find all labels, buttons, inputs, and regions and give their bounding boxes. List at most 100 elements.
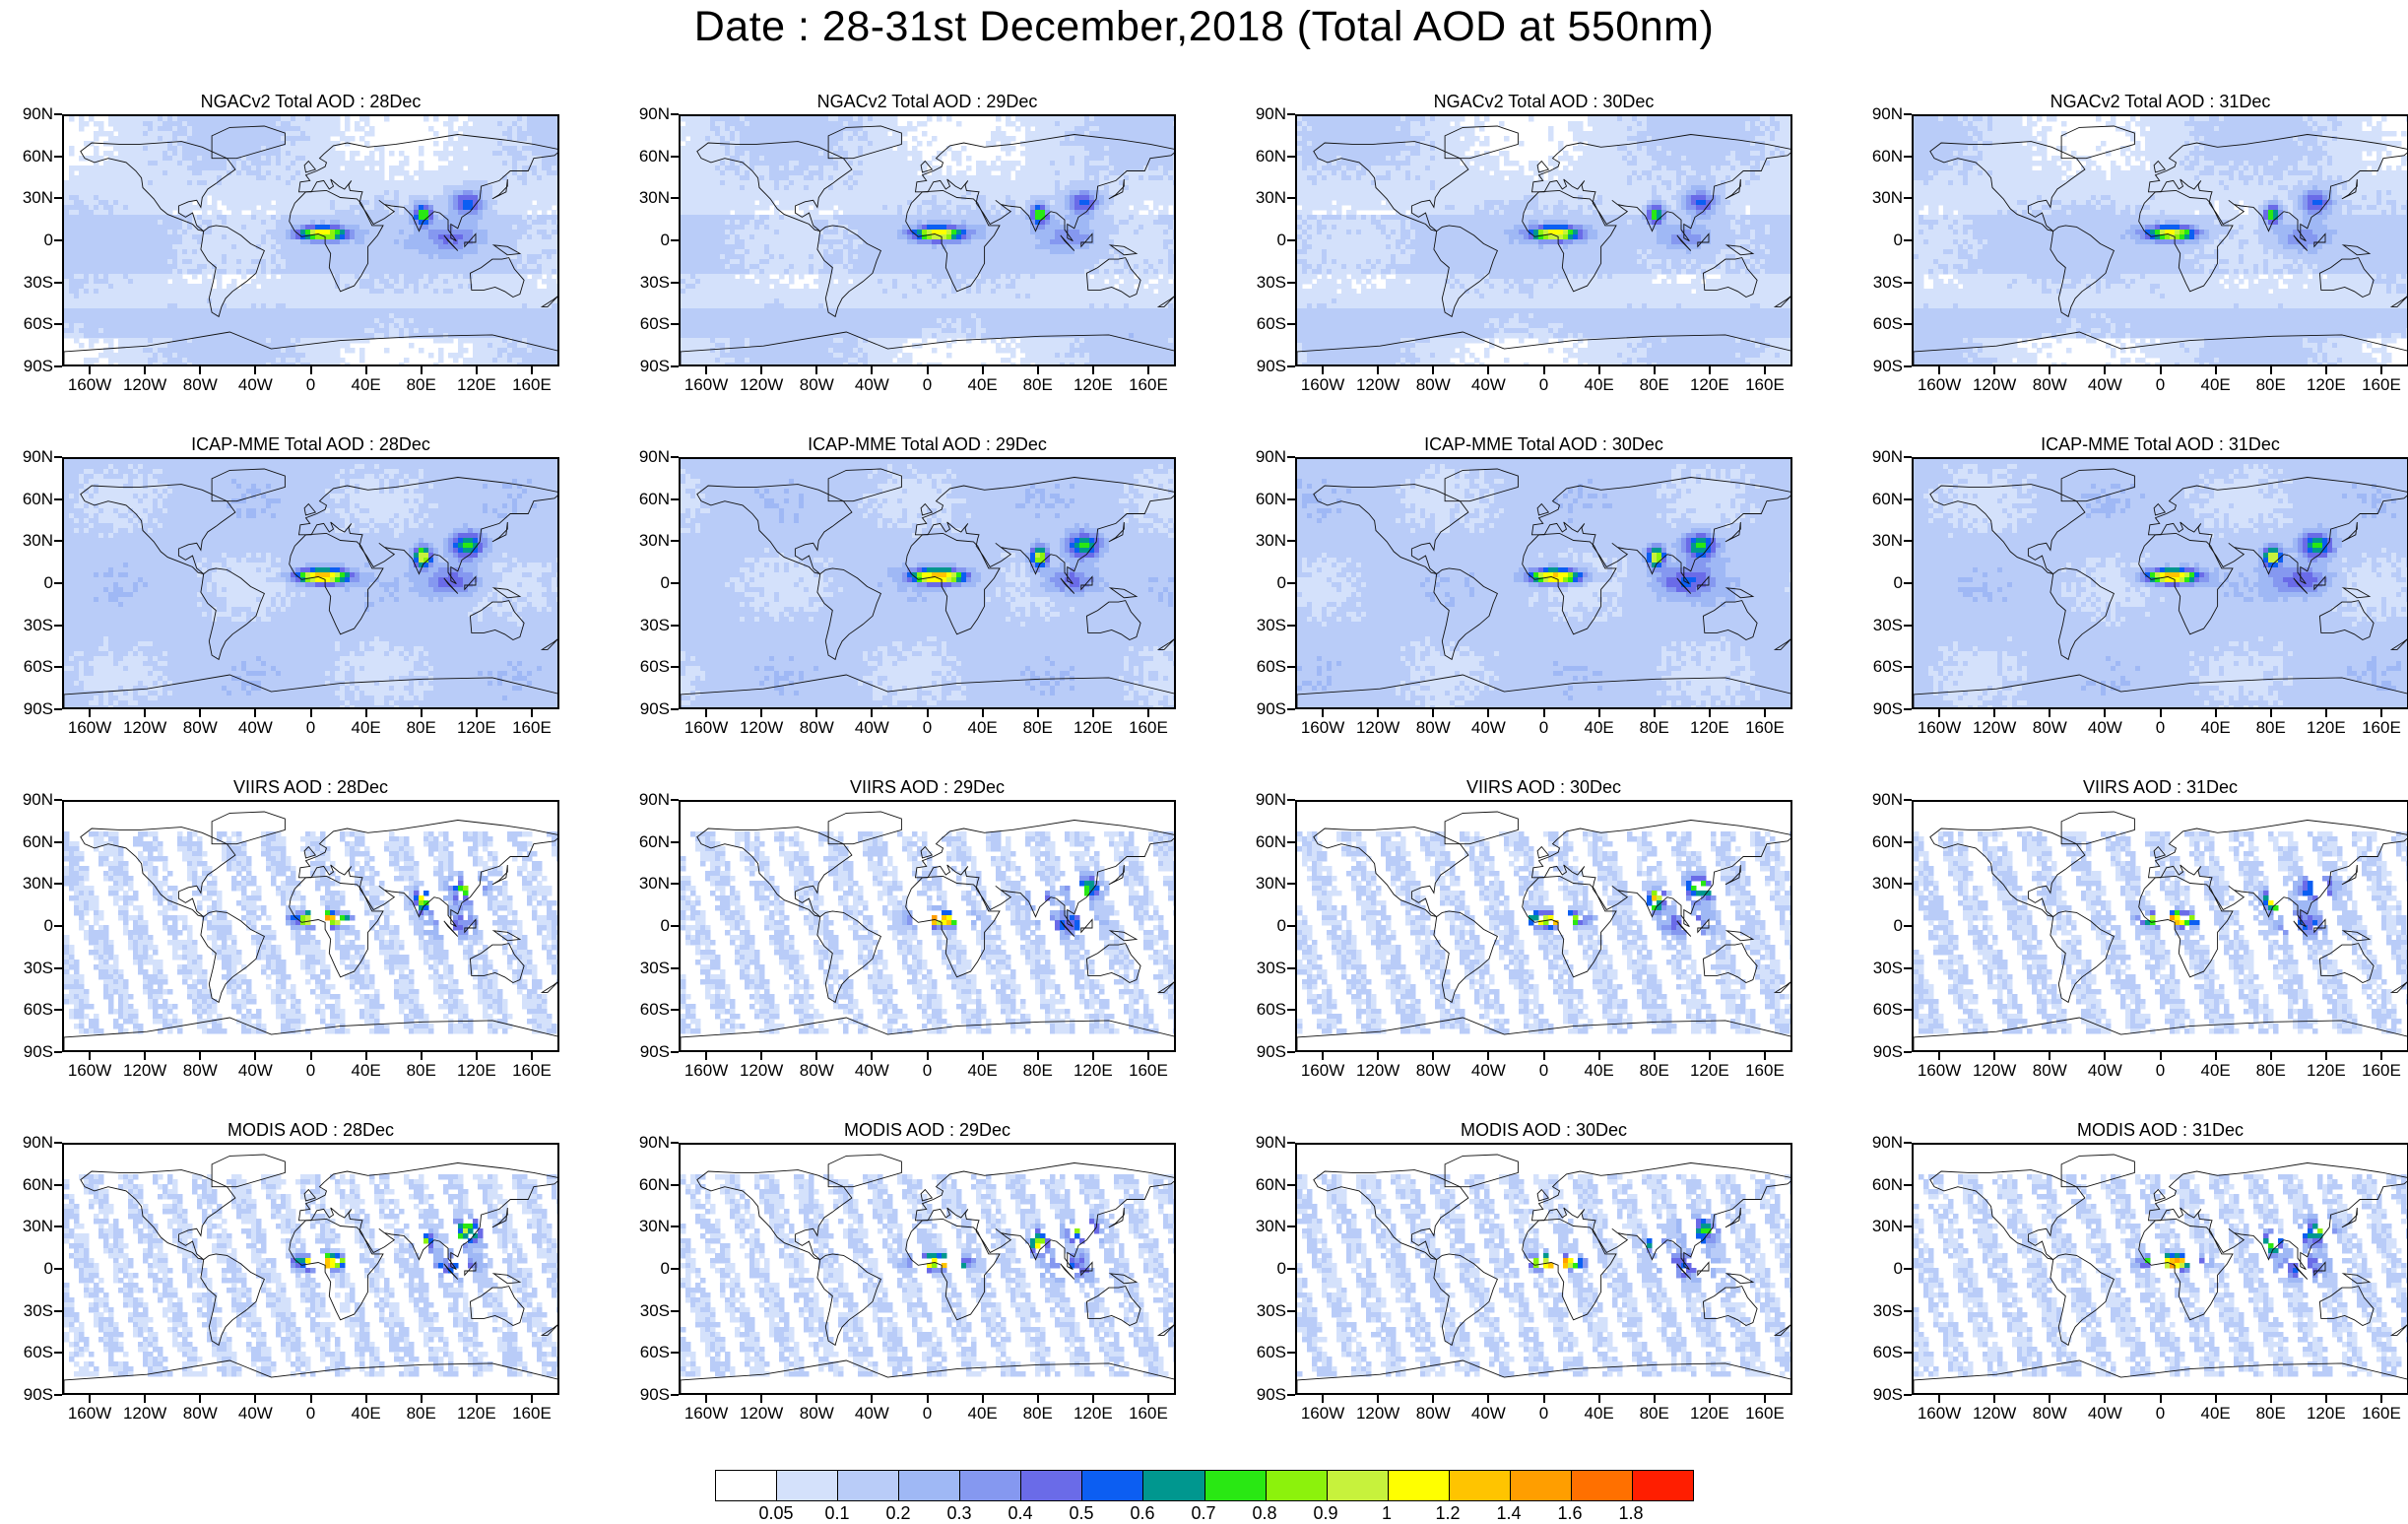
longitude-label: 40W <box>2075 719 2134 737</box>
longitude-tick <box>1993 709 1995 717</box>
longitude-label: 80E <box>1009 376 1068 394</box>
longitude-tick <box>2215 366 2217 374</box>
longitude-tick <box>1764 1052 1766 1060</box>
longitude-tick <box>1598 1052 1600 1060</box>
latitude-label: 60S <box>8 1344 53 1361</box>
longitude-label: 160E <box>502 1062 561 1080</box>
latitude-label: 30S <box>1241 1302 1286 1320</box>
longitude-label: 40W <box>226 719 285 737</box>
latitude-label: 60S <box>1857 658 1903 676</box>
latitude-label: 90S <box>1241 1386 1286 1404</box>
longitude-tick <box>1764 1395 1766 1403</box>
longitude-label: 160W <box>677 1062 736 1080</box>
longitude-label: 160W <box>60 719 119 737</box>
latitude-tick <box>1287 625 1295 627</box>
latitude-label: 30S <box>624 617 670 634</box>
longitude-tick <box>1938 366 1940 374</box>
latitude-tick <box>1904 1184 1912 1186</box>
longitude-tick <box>1487 1052 1489 1060</box>
longitude-label: 40E <box>953 1062 1012 1080</box>
longitude-tick <box>705 709 707 717</box>
longitude-tick <box>2049 1395 2050 1403</box>
longitude-label: 80E <box>392 719 451 737</box>
latitude-label: 30S <box>1857 274 1903 292</box>
longitude-tick <box>254 709 256 717</box>
longitude-label: 120E <box>2297 1062 2356 1080</box>
latitude-tick <box>54 1310 62 1312</box>
longitude-tick <box>1709 1052 1711 1060</box>
latitude-label: 30N <box>8 189 53 207</box>
longitude-label: 80E <box>1009 1062 1068 1080</box>
latitude-tick <box>1287 323 1295 325</box>
longitude-tick <box>2160 1395 2162 1403</box>
longitude-label: 40E <box>1570 1062 1629 1080</box>
longitude-tick <box>1543 1395 1545 1403</box>
longitude-label: 160E <box>1735 376 1794 394</box>
latitude-tick <box>1904 925 1912 927</box>
longitude-label: 0 <box>1515 376 1574 394</box>
longitude-tick <box>1037 1395 1039 1403</box>
longitude-label: 40E <box>1570 1405 1629 1423</box>
longitude-tick <box>531 709 533 717</box>
latitude-tick <box>1287 666 1295 668</box>
latitude-tick <box>1287 1226 1295 1227</box>
longitude-tick <box>1432 709 1434 717</box>
latitude-label: 60S <box>1857 1344 1903 1361</box>
latitude-tick <box>671 197 679 199</box>
latitude-tick <box>1287 883 1295 885</box>
longitude-label: 40W <box>1459 719 1518 737</box>
aod-field <box>1297 1174 1792 1377</box>
aod-colorbar <box>715 1470 1694 1501</box>
latitude-tick <box>54 1184 62 1186</box>
longitude-tick <box>476 366 478 374</box>
longitude-tick <box>1092 1052 1094 1060</box>
latitude-label: 30S <box>1241 274 1286 292</box>
longitude-tick <box>1377 709 1379 717</box>
latitude-label: 60N <box>8 148 53 166</box>
longitude-label: 120W <box>115 719 174 737</box>
aod-field <box>1914 116 2408 366</box>
longitude-label: 80W <box>170 719 229 737</box>
latitude-tick <box>671 1142 679 1144</box>
longitude-tick <box>89 1052 91 1060</box>
latitude-tick <box>1904 1009 1912 1011</box>
longitude-tick <box>144 1052 146 1060</box>
longitude-label: 120W <box>115 376 174 394</box>
latitude-tick <box>54 323 62 325</box>
longitude-tick <box>2049 366 2050 374</box>
longitude-label: 80E <box>2242 376 2301 394</box>
colorbar-label: 0.9 <box>1296 1504 1355 1522</box>
latitude-label: 90N <box>1241 791 1286 809</box>
longitude-tick <box>927 709 929 717</box>
longitude-tick <box>2380 1395 2382 1403</box>
latitude-tick <box>1904 883 1912 885</box>
latitude-tick <box>1287 1394 1295 1396</box>
longitude-label: 80E <box>1625 1405 1684 1423</box>
longitude-label: 120W <box>732 1405 791 1423</box>
longitude-tick <box>705 1052 707 1060</box>
longitude-tick <box>927 366 929 374</box>
world-map <box>679 1143 1176 1395</box>
longitude-tick <box>1654 366 1656 374</box>
latitude-label: 90N <box>624 1134 670 1152</box>
latitude-label: 30N <box>1241 875 1286 893</box>
longitude-tick <box>1092 709 1094 717</box>
colorbar-swatch <box>1267 1471 1328 1500</box>
panel-title: VIIRS AOD : 30Dec <box>1295 776 1792 798</box>
world-map <box>1295 1143 1792 1395</box>
latitude-label: 30N <box>8 1218 53 1235</box>
longitude-label: 0 <box>1515 1405 1574 1423</box>
longitude-label: 0 <box>2131 376 2190 394</box>
latitude-tick <box>54 1394 62 1396</box>
longitude-label: 160E <box>1119 1405 1178 1423</box>
colorbar-swatch <box>777 1471 838 1500</box>
latitude-tick <box>54 540 62 542</box>
longitude-label: 80W <box>1403 1405 1463 1423</box>
latitude-tick <box>1287 1184 1295 1186</box>
colorbar-swatch <box>1082 1471 1143 1500</box>
